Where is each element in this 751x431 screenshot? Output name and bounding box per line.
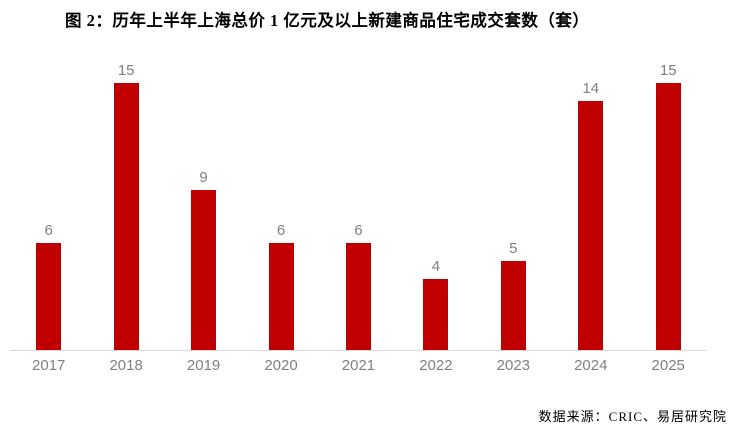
bar-value-label: 15	[659, 62, 677, 79]
bar-column: 6	[320, 45, 397, 350]
x-axis-tick-label: 2021	[341, 357, 376, 374]
plot-area: 6 15 9 6 6 4 5 14 15	[10, 45, 707, 350]
bar-value-label: 4	[431, 258, 441, 275]
bar-value-label: 14	[582, 80, 600, 97]
x-axis-tick-label: 2025	[651, 357, 685, 374]
bar-column: 14	[552, 45, 629, 350]
x-axis-tick-label: 2022	[419, 357, 453, 374]
x-axis-tick-label: 2018	[109, 357, 143, 374]
bar-value-label: 15	[117, 62, 135, 79]
bar	[36, 243, 62, 350]
bar-column: 15	[630, 45, 707, 350]
bar	[655, 83, 681, 350]
bar	[113, 83, 139, 350]
bar	[268, 243, 294, 350]
bar-value-label: 6	[354, 222, 363, 239]
bar	[500, 261, 526, 350]
x-axis-tick-label: 2019	[186, 357, 221, 374]
bar-column: 4	[397, 45, 474, 350]
bar-column: 5	[475, 45, 552, 350]
x-axis-labels: 2017 2018 2019 2020 2021 2022 2023 2024 2025	[10, 357, 707, 375]
bar	[345, 243, 371, 350]
bar-value-label: 9	[199, 169, 208, 186]
bar-value-label: 6	[44, 222, 53, 239]
chart-title: 图 2：历年上半年上海总价 1 亿元及以上新建商品住宅成交套数（套）	[65, 11, 590, 30]
x-axis-tick-label: 2024	[574, 357, 608, 374]
bar	[191, 190, 217, 350]
x-axis-tick-label: 2023	[496, 357, 531, 374]
x-axis-tick-label: 2020	[264, 357, 298, 374]
bar-column: 15	[87, 45, 164, 350]
x-axis-line	[10, 350, 707, 351]
bar-column: 6	[242, 45, 319, 350]
bar-value-label: 5	[509, 240, 518, 257]
bar-column: 9	[165, 45, 242, 350]
bar-value-label: 6	[276, 222, 286, 239]
bar-column: 6	[10, 45, 87, 350]
bar	[423, 279, 449, 350]
x-axis-tick-label: 2017	[32, 357, 66, 374]
bar	[578, 101, 604, 350]
data-source-note: 数据来源：CRIC、易居研究院	[538, 409, 727, 424]
